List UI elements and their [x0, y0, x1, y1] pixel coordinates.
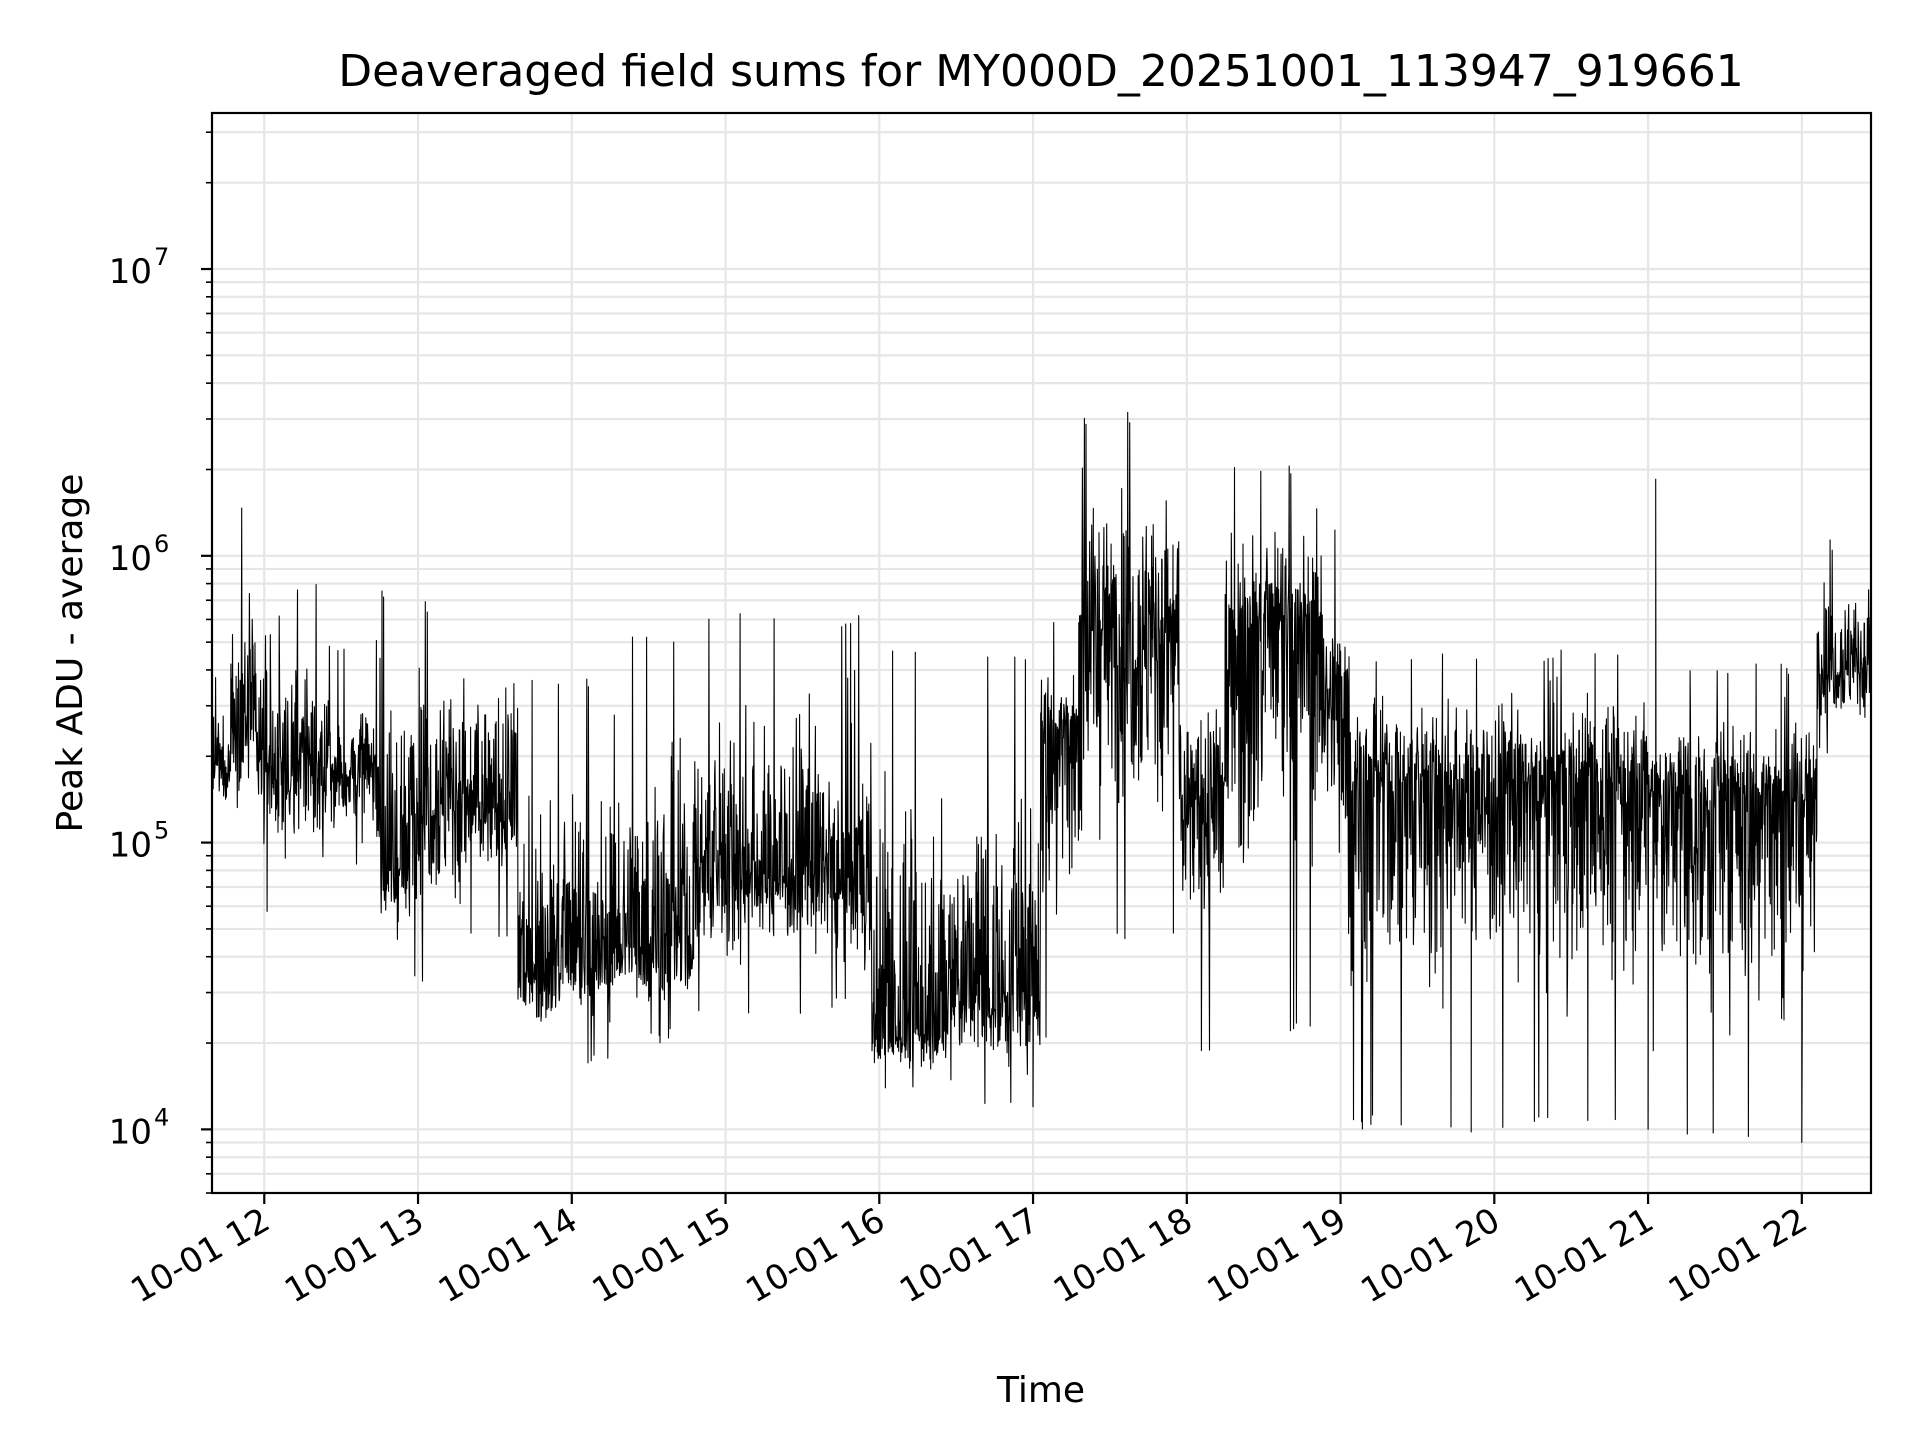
- y-axis-label: Peak ADU - average: [50, 474, 91, 833]
- x-axis-label: Time: [996, 1370, 1085, 1411]
- y-tick-exponent: 6: [154, 530, 169, 558]
- y-tick-exponent: 7: [154, 243, 169, 271]
- series-group: [211, 411, 1872, 1144]
- series-line: [211, 411, 1872, 1144]
- plot-frame: [210, 111, 1873, 1195]
- y-tick-label: 10: [109, 1112, 152, 1152]
- y-tick-label: 10: [109, 252, 152, 292]
- y-tick-label: 10: [109, 826, 152, 866]
- chart-title: Deaveraged field sums for MY000D_2025100…: [338, 46, 1744, 97]
- y-tick-label: 10: [109, 539, 152, 579]
- y-tick-exponent: 4: [154, 1103, 169, 1131]
- y-tick-exponent: 5: [154, 817, 169, 845]
